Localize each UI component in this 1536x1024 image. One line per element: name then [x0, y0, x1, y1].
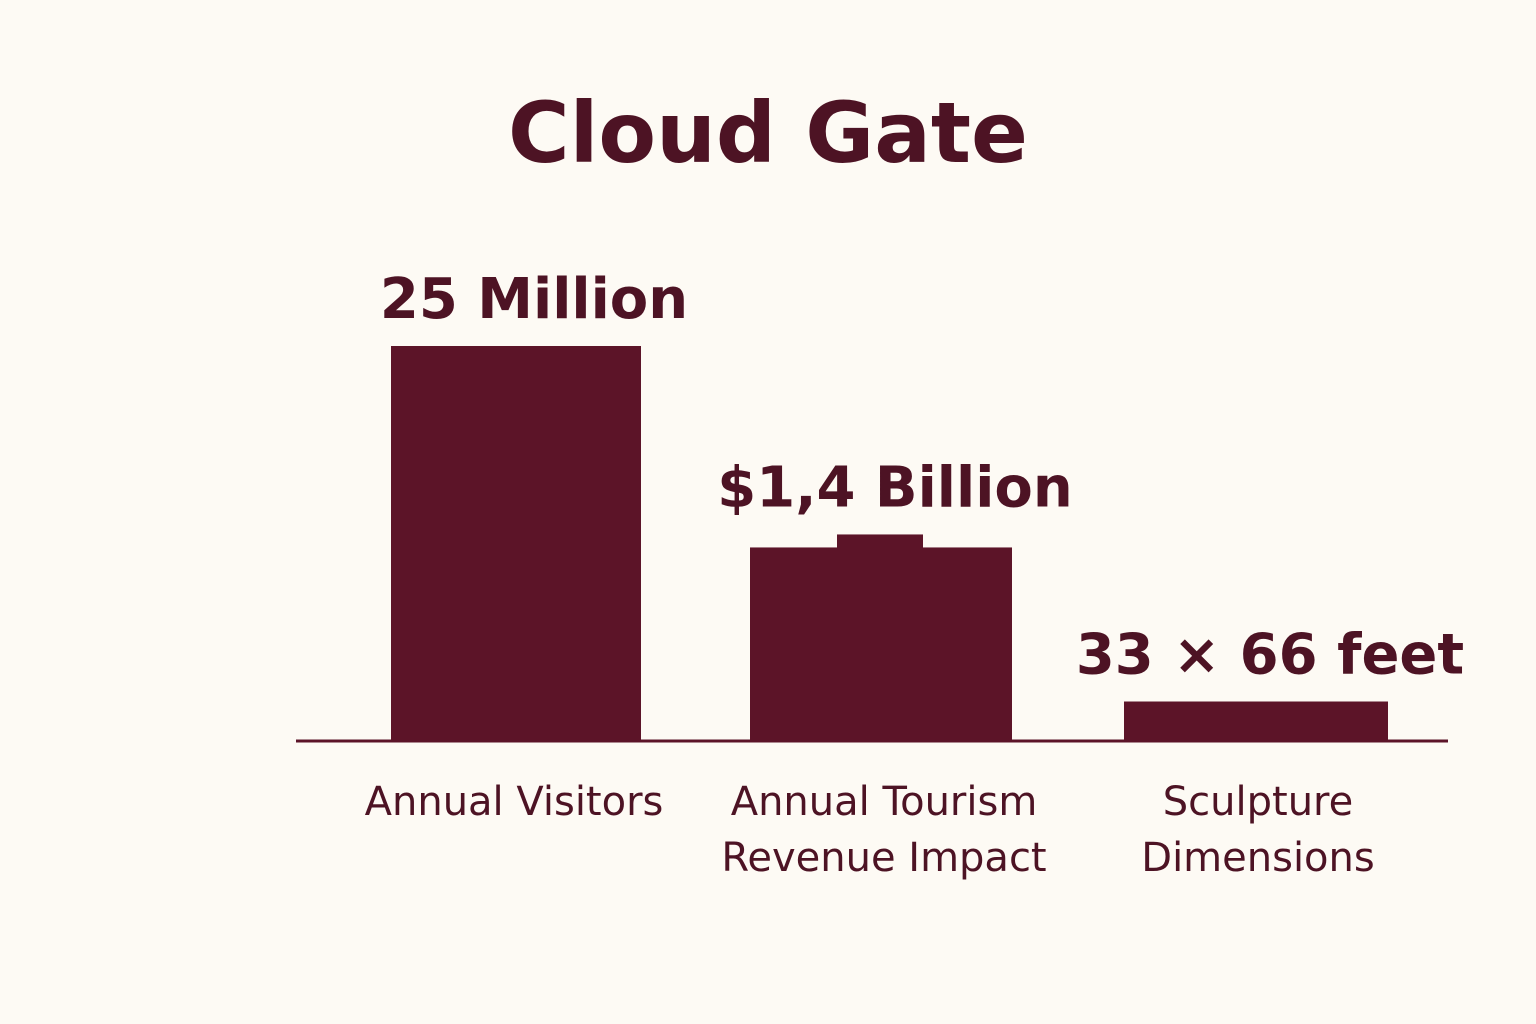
bar-2	[1124, 701, 1388, 741]
value-label-2: 33 × 66 feet	[1076, 623, 1464, 688]
bar-1-notch	[837, 534, 923, 549]
value-label-0: 25 Million	[380, 267, 688, 332]
chart-marks: 25 Million Annual Visitors $1,4 Billion Ann…	[365, 267, 1465, 881]
category-label-1-line-0: Annual Tourism	[731, 779, 1038, 825]
category-label-0-line-0: Annual Visitors	[365, 779, 664, 825]
category-label-2: Sculpture Dimensions	[1141, 779, 1374, 881]
category-label-1: Annual Tourism Revenue Impact	[721, 779, 1046, 881]
bar-1	[750, 547, 1012, 741]
category-label-2-line-0: Sculpture	[1163, 779, 1353, 825]
chart-title: Cloud Gate	[508, 84, 1028, 182]
category-label-0: Annual Visitors	[365, 779, 664, 825]
category-label-1-line-1: Revenue Impact	[721, 835, 1046, 881]
category-label-2-line-1: Dimensions	[1141, 835, 1374, 881]
bar-0	[391, 346, 641, 741]
value-label-1: $1,4 Billion	[717, 455, 1072, 520]
